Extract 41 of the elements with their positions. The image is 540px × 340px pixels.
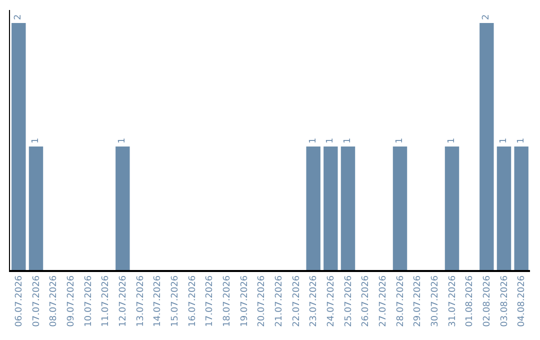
- x-tick-label: 29.07.2026: [413, 275, 424, 327]
- data-label: 1: [516, 138, 526, 144]
- x-tick-label: 28.07.2026: [396, 275, 406, 327]
- data-label: 1: [31, 138, 41, 144]
- x-tick-label: 06.07.2026: [14, 275, 25, 327]
- data-label: 1: [447, 138, 457, 144]
- x-tick-label: 02.08.2026: [482, 275, 493, 327]
- x-tick-label: 12.07.2026: [118, 275, 129, 327]
- x-tick-label: 04.08.2026: [517, 275, 528, 327]
- x-tick-label: 21.07.2026: [274, 275, 285, 327]
- x-tick-label: 16.07.2026: [188, 275, 198, 327]
- x-tick-label: 07.07.2026: [32, 275, 42, 327]
- data-label: 2: [482, 14, 492, 20]
- x-tick-label: 14.07.2026: [153, 275, 164, 327]
- x-tick-label: 25.07.2026: [344, 275, 354, 327]
- x-tick-label: 13.07.2026: [136, 275, 146, 327]
- x-tick-label: 17.07.2026: [205, 275, 216, 327]
- x-tick-label: 15.07.2026: [170, 275, 181, 327]
- x-tick-label: 10.07.2026: [84, 275, 94, 327]
- x-tick-label: 01.08.2026: [465, 275, 476, 327]
- x-tick-label: 27.07.2026: [378, 275, 389, 327]
- x-tick-label: 22.07.2026: [292, 275, 302, 327]
- x-tick-label: 24.07.2026: [326, 275, 337, 327]
- x-tick-label: 31.07.2026: [448, 275, 458, 327]
- x-tick-label: 08.07.2026: [49, 275, 60, 327]
- x-tick-label: 03.08.2026: [500, 275, 510, 327]
- x-tick-label: 23.07.2026: [309, 275, 320, 327]
- data-label: 1: [343, 138, 353, 144]
- x-tick-label: 18.07.2026: [222, 275, 233, 327]
- data-label: 1: [326, 138, 336, 144]
- x-tick-label: 26.07.2026: [361, 275, 372, 327]
- x-tick-label: 30.07.2026: [430, 275, 441, 327]
- x-tick-label: 19.07.2026: [240, 275, 250, 327]
- data-label: 1: [499, 138, 509, 144]
- data-label: 1: [118, 138, 128, 144]
- data-label: 1: [395, 138, 405, 144]
- x-tick-label: 11.07.2026: [101, 275, 112, 327]
- data-label: 1: [308, 138, 318, 144]
- data-label: 2: [14, 14, 24, 20]
- x-tick-label: 20.07.2026: [257, 275, 268, 327]
- x-tick-label: 09.07.2026: [66, 275, 77, 327]
